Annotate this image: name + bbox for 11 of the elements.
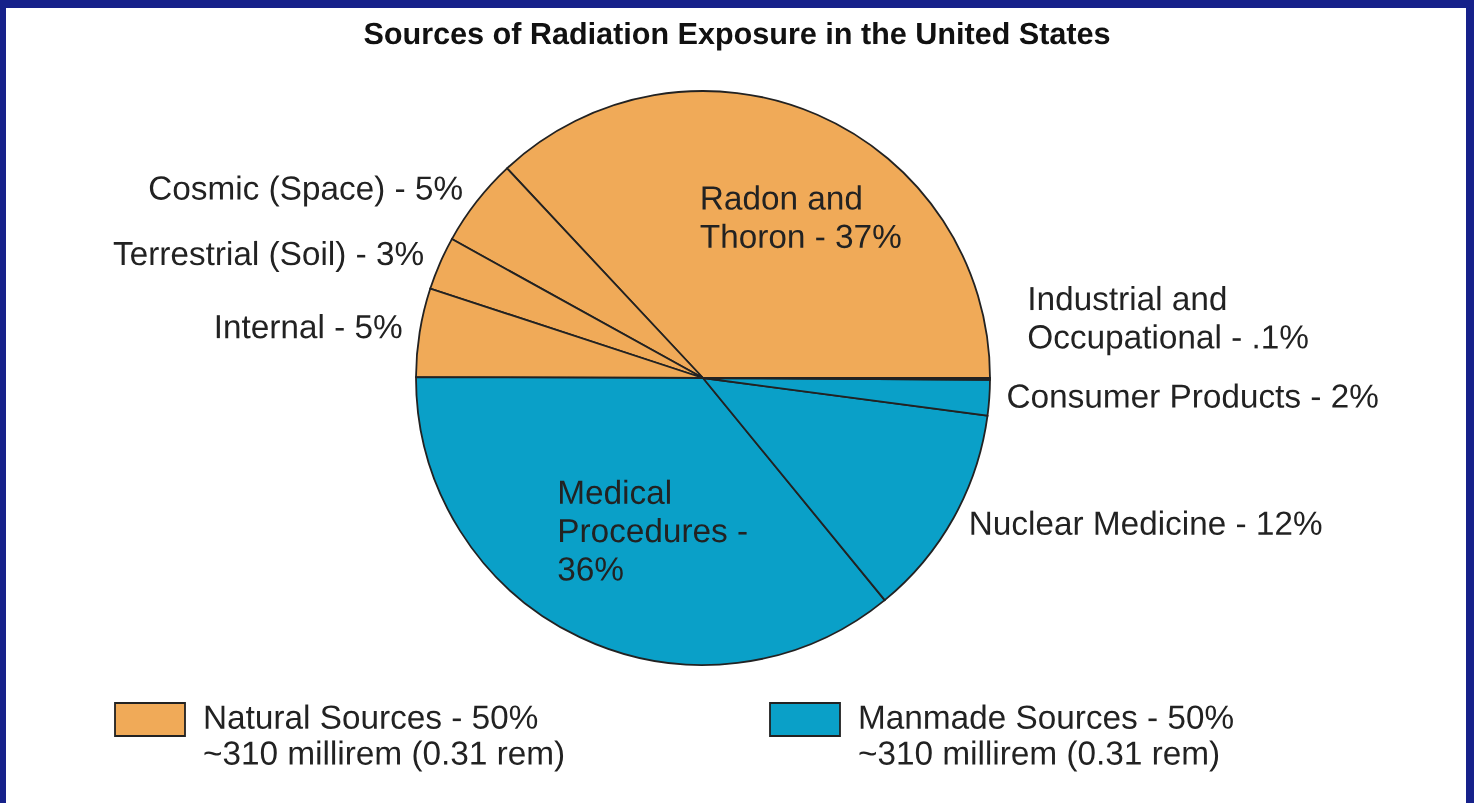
slice-label: Radon and Thoron - 37% (700, 185, 901, 249)
slice-label: Nuclear Medicine - 12% (971, 510, 1322, 536)
slice-label: Terrestrial (Soil) - 3% (113, 240, 423, 272)
slice-label: Cosmic (Space) - 5% (149, 175, 462, 207)
text: Manmade Sources - 50% ~310 millirem (0.31 rem) (859, 704, 1233, 772)
slice-label: Consumer Products - 2% (1008, 383, 1378, 408)
slice-label: Medical Procedures - 36% (558, 479, 747, 581)
text: Natural Sources - 50% ~310 millirem (0.31 rem) (204, 704, 564, 772)
chart-title: Sources of Radiation Exposure in the United States (364, 21, 1110, 51)
slice-label: Internal - 5% (216, 313, 402, 339)
slice-label: Industrial and Occupational - .1% (1028, 285, 1308, 356)
